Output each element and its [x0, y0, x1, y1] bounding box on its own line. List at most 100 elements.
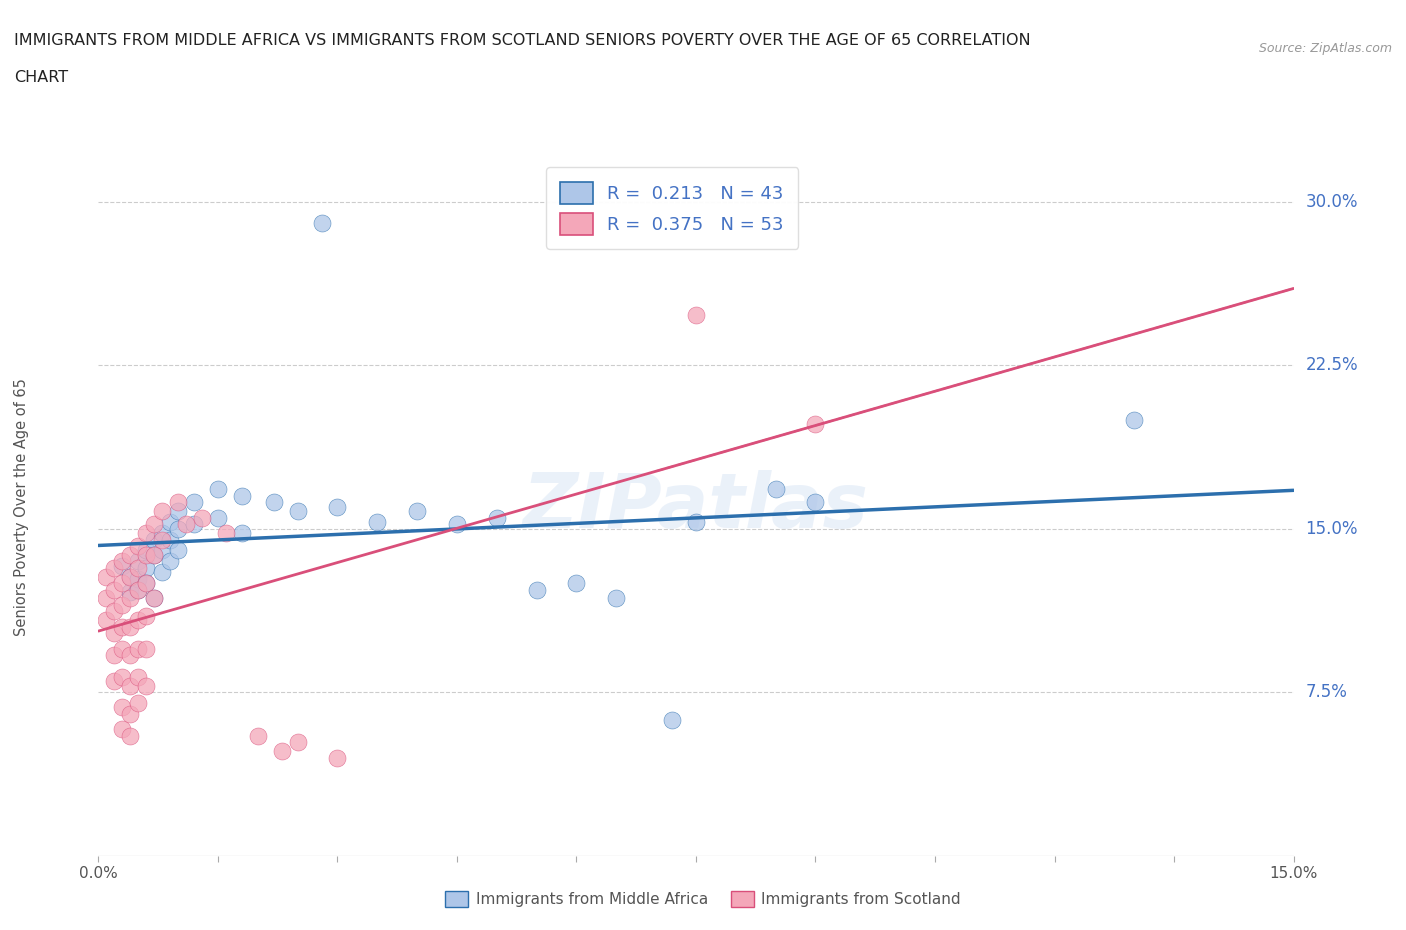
Point	[804, 417, 827, 432]
Text: 15.0%: 15.0%	[1305, 520, 1358, 538]
Point	[103, 604, 125, 619]
Point	[127, 538, 149, 553]
Point	[120, 548, 142, 563]
Point	[111, 722, 134, 737]
Point	[159, 532, 181, 547]
Point	[287, 735, 309, 750]
Point	[127, 613, 149, 628]
Point	[96, 591, 118, 605]
Text: Source: ZipAtlas.com: Source: ZipAtlas.com	[1258, 42, 1392, 55]
Point	[685, 308, 707, 323]
Point	[120, 678, 142, 693]
Point	[311, 216, 333, 231]
Point	[135, 548, 157, 563]
Point	[127, 696, 149, 711]
Point	[183, 495, 205, 510]
Point	[111, 670, 134, 684]
Point	[366, 514, 388, 529]
Point	[111, 576, 134, 591]
Point	[111, 619, 134, 634]
Legend: R =  0.213   N = 43, R =  0.375   N = 53: R = 0.213 N = 43, R = 0.375 N = 53	[546, 167, 799, 249]
Point	[127, 582, 149, 597]
Point	[127, 561, 149, 576]
Point	[103, 647, 125, 662]
Point	[111, 700, 134, 715]
Point	[207, 482, 229, 497]
Point	[167, 543, 190, 558]
Point	[150, 543, 173, 558]
Point	[326, 499, 349, 514]
Point	[685, 514, 707, 529]
Point	[246, 728, 269, 743]
Point	[127, 641, 149, 656]
Point	[135, 608, 157, 623]
Text: 22.5%: 22.5%	[1305, 356, 1358, 374]
Point	[270, 744, 292, 759]
Point	[135, 525, 157, 540]
Point	[167, 495, 190, 510]
Point	[143, 548, 166, 563]
Point	[661, 713, 683, 728]
Text: CHART: CHART	[14, 70, 67, 85]
Point	[120, 584, 142, 599]
Point	[765, 482, 787, 497]
Point	[526, 582, 548, 597]
Point	[103, 582, 125, 597]
Point	[150, 525, 173, 540]
Point	[215, 525, 238, 540]
Point	[120, 569, 142, 584]
Text: ZIPatlas: ZIPatlas	[523, 470, 869, 544]
Point	[1123, 412, 1146, 427]
Point	[183, 517, 205, 532]
Point	[231, 488, 253, 503]
Point	[120, 569, 142, 584]
Point	[103, 673, 125, 688]
Point	[263, 495, 285, 510]
Point	[120, 619, 142, 634]
Point	[605, 591, 627, 605]
Point	[231, 525, 253, 540]
Point	[135, 561, 157, 576]
Point	[174, 517, 197, 532]
Point	[135, 641, 157, 656]
Point	[150, 532, 173, 547]
Point	[135, 543, 157, 558]
Point	[111, 558, 134, 573]
Point	[135, 576, 157, 591]
Point	[103, 626, 125, 641]
Point	[406, 504, 429, 519]
Text: Seniors Poverty Over the Age of 65: Seniors Poverty Over the Age of 65	[14, 378, 28, 636]
Point	[127, 554, 149, 569]
Point	[143, 591, 166, 605]
Point	[446, 517, 468, 532]
Text: IMMIGRANTS FROM MIDDLE AFRICA VS IMMIGRANTS FROM SCOTLAND SENIORS POVERTY OVER T: IMMIGRANTS FROM MIDDLE AFRICA VS IMMIGRA…	[14, 33, 1031, 47]
Point	[143, 591, 166, 605]
Point	[120, 647, 142, 662]
Point	[150, 504, 173, 519]
Point	[159, 514, 181, 529]
Point	[191, 511, 214, 525]
Point	[485, 511, 508, 525]
Text: 30.0%: 30.0%	[1305, 193, 1358, 211]
Point	[111, 597, 134, 612]
Text: 7.5%: 7.5%	[1305, 684, 1347, 701]
Point	[96, 613, 118, 628]
Point	[96, 569, 118, 584]
Point	[159, 554, 181, 569]
Point	[167, 521, 190, 536]
Point	[127, 670, 149, 684]
Point	[127, 571, 149, 586]
Point	[804, 495, 827, 510]
Point	[326, 751, 349, 765]
Legend: Immigrants from Middle Africa, Immigrants from Scotland: Immigrants from Middle Africa, Immigrant…	[439, 884, 967, 913]
Point	[565, 576, 588, 591]
Point	[143, 517, 166, 532]
Point	[103, 561, 125, 576]
Point	[120, 728, 142, 743]
Point	[135, 678, 157, 693]
Point	[120, 591, 142, 605]
Point	[207, 511, 229, 525]
Point	[143, 532, 166, 547]
Point	[111, 554, 134, 569]
Point	[120, 707, 142, 722]
